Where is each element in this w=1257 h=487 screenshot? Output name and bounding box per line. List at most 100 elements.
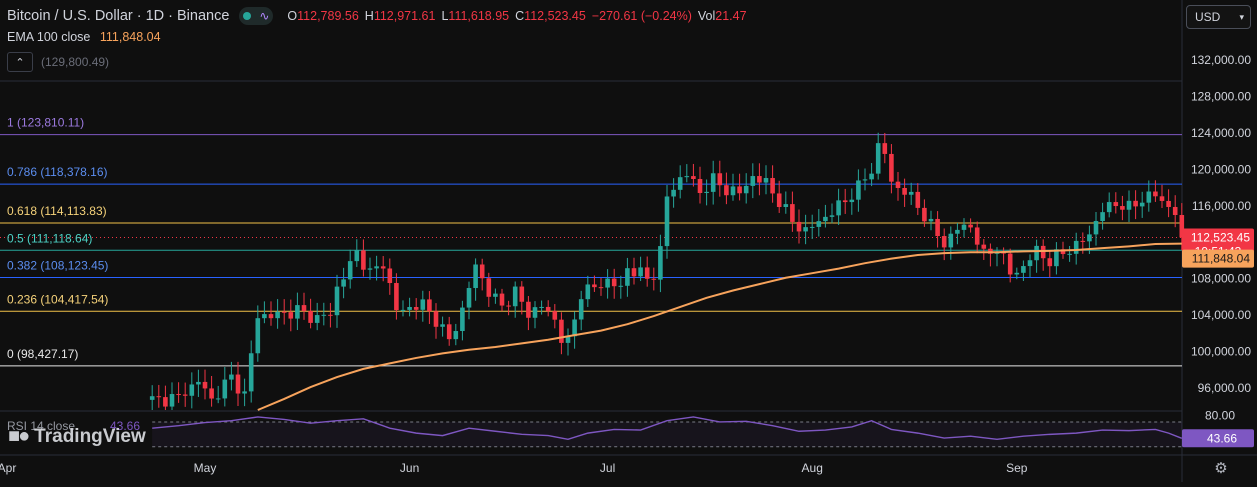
- time-tick-label: Sep: [1006, 461, 1028, 475]
- candle: [1153, 180, 1158, 202]
- candle: [413, 298, 419, 320]
- candle-body: [163, 397, 168, 407]
- candle: [1139, 191, 1145, 218]
- candle: [532, 301, 538, 329]
- candle-body: [1146, 191, 1152, 203]
- candle: [1113, 192, 1119, 214]
- time-axis[interactable]: Apr May Jun Jul Aug Sep: [0, 461, 1028, 475]
- volume-value: 21.47: [715, 9, 747, 23]
- candle-body: [275, 311, 280, 319]
- candle: [275, 299, 280, 329]
- candle-body: [460, 307, 465, 332]
- candle: [592, 275, 597, 292]
- fib-level-label: 0 (98,427.17): [7, 347, 78, 361]
- candle: [539, 300, 544, 315]
- candle: [1007, 248, 1013, 283]
- currency-selector[interactable]: USD ▾: [1186, 5, 1251, 29]
- candle: [367, 257, 373, 280]
- fibonacci-retracement[interactable]: 1 (123,810.11) 0.786 (118,378.16) 0.618 (1…: [0, 116, 1182, 367]
- candle: [796, 209, 802, 244]
- candle-body: [380, 266, 386, 269]
- chevron-up-icon[interactable]: ⌃: [7, 52, 33, 72]
- candle-body: [803, 227, 808, 232]
- candle-body: [585, 284, 591, 300]
- candle: [684, 164, 690, 183]
- candle-body: [856, 180, 861, 200]
- ema-indicator-label[interactable]: EMA 100 close: [7, 30, 91, 44]
- candle: [862, 168, 868, 191]
- candle: [1120, 195, 1125, 221]
- candle-body: [737, 186, 742, 194]
- rsi-value-badge[interactable]: [1182, 429, 1254, 448]
- candle: [955, 222, 960, 245]
- candle-body: [783, 204, 789, 208]
- candle-body: [935, 218, 940, 237]
- candle-body: [209, 388, 214, 399]
- candle-body: [710, 173, 716, 192]
- rsi-pane[interactable]: RSI 14 close 43.66: [7, 416, 1183, 448]
- candle-body: [889, 153, 894, 182]
- candle: [974, 221, 980, 254]
- market-status-indicator[interactable]: ∿: [239, 7, 274, 25]
- candle: [1179, 203, 1185, 251]
- candle: [1047, 251, 1053, 278]
- candle-body: [493, 293, 498, 297]
- candle: [730, 173, 736, 201]
- candle: [743, 173, 749, 204]
- candle: [928, 210, 934, 231]
- candle-body: [638, 267, 643, 277]
- ema-price-badge[interactable]: 111,848.04: [1182, 249, 1254, 268]
- candle-body: [1054, 249, 1059, 267]
- price-tick-label: 108,000.00: [1191, 272, 1251, 286]
- candle-body: [658, 246, 663, 280]
- rsi-label[interactable]: RSI 14 close: [7, 419, 75, 433]
- candle-body: [1106, 202, 1112, 213]
- price-tick-label: 124,000.00: [1191, 126, 1251, 140]
- candle: [1093, 211, 1099, 246]
- candle-body: [387, 268, 393, 284]
- symbol-title[interactable]: Bitcoin / U.S. Dollar · 1D · Binance: [7, 8, 230, 24]
- candle-body: [361, 250, 366, 270]
- candle-body: [407, 307, 412, 310]
- candle: [427, 291, 432, 324]
- candle-body: [479, 264, 485, 279]
- candle-body: [433, 311, 439, 327]
- price-axis[interactable]: 132,000.00 128,000.00 124,000.00 120,000.00…: [1182, 53, 1254, 448]
- candle: [1133, 190, 1138, 220]
- fib-level-label: 0.5 (111,118.64): [7, 231, 92, 245]
- rsi-legend-value: 43.66: [110, 419, 140, 433]
- candle-body: [559, 319, 564, 343]
- candle-body: [235, 374, 241, 394]
- candle-body: [955, 229, 960, 234]
- candle: [380, 256, 386, 282]
- candle-body: [1172, 206, 1178, 216]
- gear-icon[interactable]: ⚙: [1214, 460, 1228, 477]
- candle-body: [334, 286, 340, 316]
- candle-body: [1047, 258, 1053, 267]
- candle-body: [1067, 253, 1072, 255]
- ema-100-line: [257, 242, 1182, 411]
- candle: [526, 296, 531, 331]
- candle: [671, 178, 676, 208]
- candle: [149, 385, 155, 410]
- candle-body: [1014, 272, 1020, 275]
- candle: [341, 267, 346, 299]
- candle: [691, 163, 696, 187]
- candle: [941, 228, 947, 261]
- open-value: 112,789.56: [297, 9, 359, 23]
- candle: [836, 188, 841, 225]
- candle-body: [242, 391, 247, 394]
- candle-body: [288, 312, 294, 319]
- candle: [776, 180, 782, 213]
- candle: [869, 163, 874, 187]
- ema-price-text: 111,848.04: [1192, 252, 1251, 266]
- time-tick-label: Apr: [0, 461, 16, 475]
- candle: [215, 385, 221, 404]
- candle-body: [545, 306, 551, 312]
- candle-body: [750, 176, 756, 186]
- candle-body: [1179, 215, 1185, 238]
- candle-body: [262, 314, 267, 319]
- candle-body: [565, 336, 571, 343]
